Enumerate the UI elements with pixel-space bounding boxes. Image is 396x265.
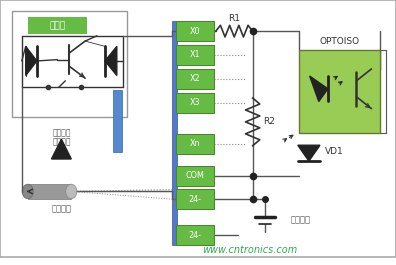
Bar xyxy=(176,93,214,113)
Polygon shape xyxy=(105,46,117,76)
Bar xyxy=(176,189,214,209)
Polygon shape xyxy=(51,139,71,159)
Text: COM: COM xyxy=(186,171,204,180)
Bar xyxy=(12,11,127,117)
Polygon shape xyxy=(26,46,37,76)
Text: OPTOISO: OPTOISO xyxy=(320,37,360,46)
Text: X3: X3 xyxy=(190,98,200,107)
Bar xyxy=(176,45,214,65)
Bar xyxy=(113,90,122,152)
Text: 24-: 24- xyxy=(188,195,202,204)
Text: R1: R1 xyxy=(228,14,240,23)
Bar xyxy=(172,21,177,245)
Text: 24-: 24- xyxy=(188,231,202,240)
Text: 主电路: 主电路 xyxy=(50,21,65,30)
Bar xyxy=(28,184,71,199)
Text: R2: R2 xyxy=(263,117,275,126)
Text: X1: X1 xyxy=(190,51,200,59)
Text: VD1: VD1 xyxy=(325,147,344,156)
Text: www.cntronics.com: www.cntronics.com xyxy=(202,245,297,255)
Bar xyxy=(176,134,214,154)
Text: 外置电源: 外置电源 xyxy=(51,205,71,214)
Text: 内置电源: 内置电源 xyxy=(291,215,311,224)
Text: Xn: Xn xyxy=(190,139,200,148)
Text: 接近开关: 接近开关 xyxy=(52,137,70,146)
Ellipse shape xyxy=(22,184,33,199)
Text: 直流两线: 直流两线 xyxy=(52,128,70,137)
Bar xyxy=(176,69,214,89)
Bar xyxy=(28,17,87,34)
Bar xyxy=(176,225,214,245)
Bar xyxy=(299,50,380,132)
Polygon shape xyxy=(310,76,328,101)
Bar xyxy=(176,21,214,41)
Polygon shape xyxy=(298,145,320,161)
Text: X0: X0 xyxy=(190,27,200,36)
Ellipse shape xyxy=(66,184,77,199)
Bar xyxy=(176,166,214,186)
Text: X2: X2 xyxy=(190,74,200,83)
